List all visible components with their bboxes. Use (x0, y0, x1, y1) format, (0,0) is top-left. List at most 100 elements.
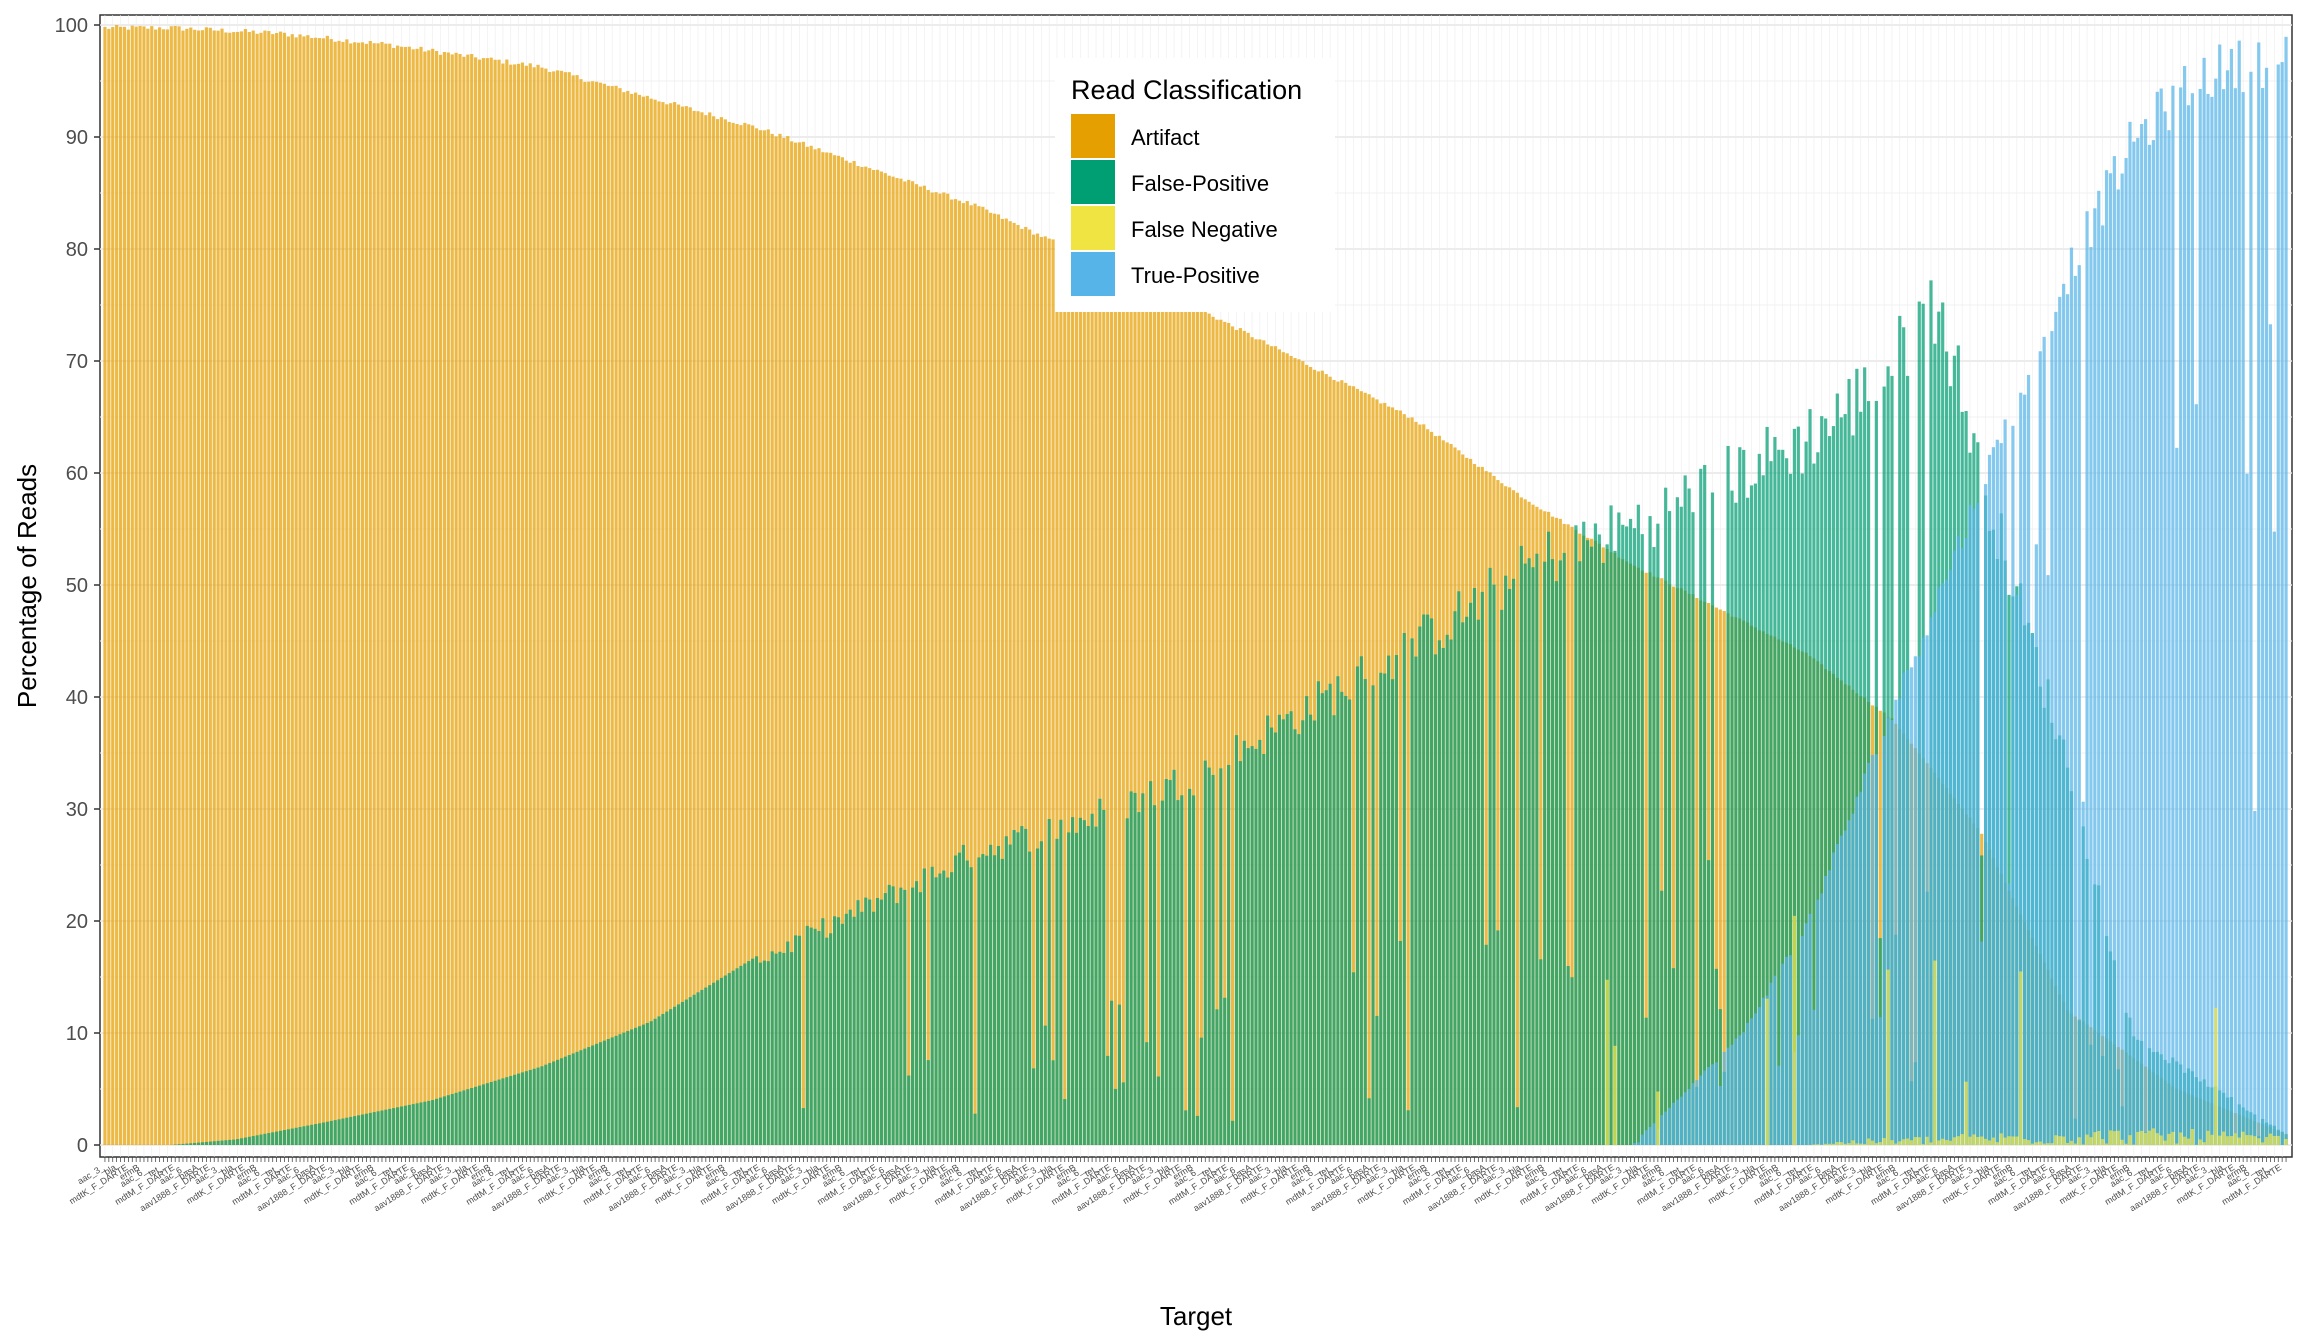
x-axis-title: Target (1160, 1301, 1233, 1331)
bar (2015, 594, 2019, 1145)
bar (290, 1128, 294, 1145)
bar (1831, 852, 1836, 1145)
bar (1714, 968, 1718, 1145)
bar (1125, 818, 1129, 1145)
bar (1851, 435, 1855, 1145)
bar (1387, 655, 1391, 1145)
bar (735, 124, 739, 1145)
bar (181, 1143, 185, 1145)
bar (1250, 337, 1254, 1145)
bar (1718, 1009, 1722, 1145)
bar (598, 1042, 603, 1145)
bar (208, 27, 212, 1145)
bar (185, 28, 189, 1145)
bar (325, 35, 329, 1146)
bar (1223, 997, 1227, 1145)
bar (368, 1112, 372, 1145)
y-tick-label: 0 (77, 1135, 88, 1157)
bar (1121, 1082, 1125, 1145)
bar (942, 192, 946, 1145)
bar (1055, 838, 1059, 1145)
bar (1149, 781, 1153, 1145)
bar (552, 1061, 556, 1145)
bar (2112, 1131, 2116, 1145)
bar (458, 54, 462, 1145)
bar (2101, 225, 2105, 1146)
bar (1593, 523, 1598, 1145)
bar (704, 115, 708, 1145)
bar (1925, 635, 1929, 1145)
bar (743, 122, 747, 1145)
bar (1145, 284, 1149, 1145)
bar (1468, 602, 1473, 1145)
bar (864, 166, 868, 1145)
bar (466, 54, 470, 1146)
bar (1484, 471, 1488, 1145)
bar (758, 130, 763, 1145)
bar (1262, 754, 1266, 1145)
bar (981, 854, 985, 1145)
bar (1746, 1022, 1750, 1145)
bar (598, 82, 603, 1146)
bar (836, 917, 841, 1145)
bar (1234, 735, 1239, 1145)
bar (918, 186, 923, 1146)
bar (1059, 819, 1063, 1145)
bar (2132, 141, 2136, 1145)
bar (1882, 1138, 1886, 1145)
bar (801, 1108, 805, 1145)
bar (922, 185, 926, 1145)
bar (1195, 1115, 1200, 1145)
bar (2186, 105, 2191, 1145)
bar (618, 88, 622, 1145)
bar (938, 873, 942, 1145)
bar (669, 1009, 673, 1145)
bar (1890, 719, 1894, 1145)
bar (1835, 843, 1839, 1145)
bar (1738, 1035, 1742, 1145)
bar (1332, 715, 1336, 1145)
bar (1406, 1110, 1410, 1145)
bar (255, 33, 259, 1145)
bar (1952, 1137, 1956, 1145)
bar (1843, 414, 1847, 1146)
bar (883, 173, 887, 1145)
bar (887, 175, 891, 1145)
series-true-positive (1632, 36, 2288, 1146)
bar (376, 1111, 380, 1145)
bar (1070, 817, 1075, 1145)
bar (747, 124, 751, 1146)
bar (797, 142, 802, 1146)
bar (200, 1142, 205, 1145)
bar (1129, 279, 1133, 1146)
bar (965, 860, 969, 1145)
bar (1051, 1060, 1055, 1145)
bar (2155, 1133, 2159, 1145)
bar (1960, 1134, 1964, 1145)
bar (243, 29, 248, 1145)
bar (2026, 374, 2031, 1145)
bar (977, 857, 981, 1145)
bar (1160, 290, 1164, 1146)
bar (1094, 826, 1098, 1145)
bar (1695, 1080, 1699, 1145)
bar (950, 872, 954, 1145)
bar (388, 1108, 392, 1145)
bar (891, 886, 895, 1145)
bar (2101, 1139, 2105, 1145)
bar (770, 133, 774, 1145)
bar (286, 1129, 290, 1145)
bar (1609, 505, 1613, 1145)
bar (1012, 830, 1016, 1145)
bar (930, 866, 934, 1145)
bar (758, 962, 763, 1145)
bar (2128, 121, 2132, 1145)
bar (1710, 492, 1715, 1146)
bar (1113, 1088, 1118, 1145)
bar (1878, 1142, 1882, 1145)
y-tick-label: 80 (66, 239, 88, 261)
bar (1164, 779, 1168, 1145)
bar (294, 37, 298, 1146)
bar (1788, 473, 1793, 1146)
bar (1617, 512, 1621, 1145)
